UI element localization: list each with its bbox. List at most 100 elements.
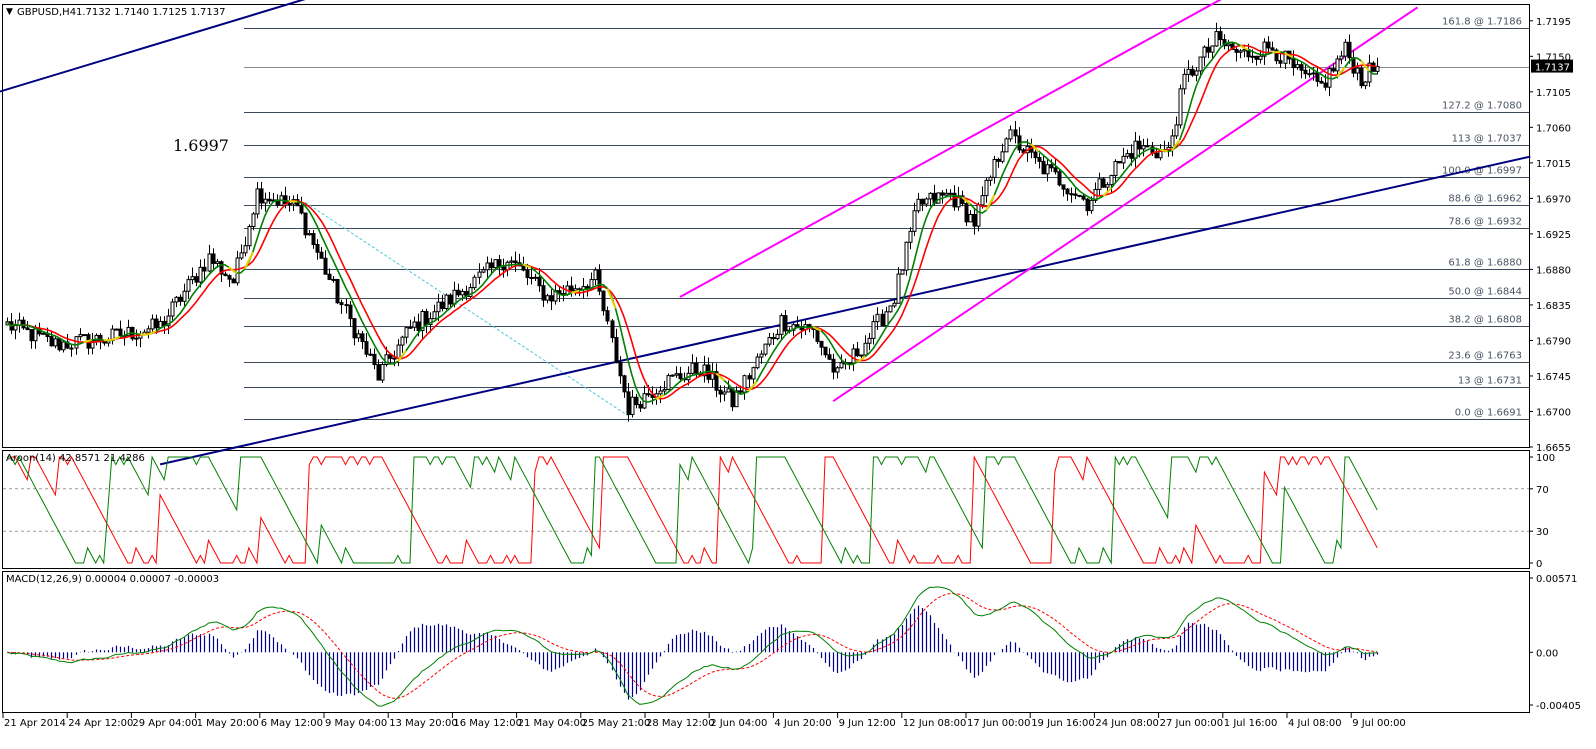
candle xyxy=(401,336,404,353)
bull-candle xyxy=(494,260,497,268)
bull-candle xyxy=(208,254,211,271)
candle xyxy=(147,325,150,338)
candle xyxy=(502,259,505,278)
bull-candle xyxy=(79,335,82,337)
bull-candle xyxy=(760,354,763,357)
candle xyxy=(1227,40,1230,51)
bear-candle xyxy=(606,311,609,321)
bull-candle xyxy=(534,277,537,278)
bear-candle xyxy=(1324,83,1327,87)
candle xyxy=(1207,38,1210,58)
price-tick-label: 1.6790 xyxy=(1536,336,1571,347)
bear-candle xyxy=(284,196,287,204)
bear-candle xyxy=(228,276,231,280)
bear-candle xyxy=(328,274,331,279)
bear-candle xyxy=(1058,172,1061,185)
price-tick-label: 1.7060 xyxy=(1536,123,1571,134)
candle xyxy=(611,319,614,343)
candle xyxy=(1255,56,1258,66)
price-tick-label: 1.6880 xyxy=(1536,265,1571,276)
candle xyxy=(449,293,452,307)
bear-candle xyxy=(1082,196,1085,199)
price-annotation[interactable]: 1.6997 xyxy=(173,136,229,155)
candlesticks xyxy=(6,23,1379,422)
bull-candle xyxy=(1259,56,1262,59)
candle xyxy=(1070,187,1073,202)
bull-candle xyxy=(409,327,412,328)
bear-candle xyxy=(1255,56,1258,59)
bull-candle xyxy=(929,193,932,199)
time-tick-label: 28 May 12:00 xyxy=(646,718,715,729)
bull-candle xyxy=(175,297,178,302)
bull-candle xyxy=(1126,154,1129,157)
candle xyxy=(764,344,767,356)
candle xyxy=(602,290,605,315)
bear-candle xyxy=(530,278,533,279)
candle xyxy=(336,279,339,304)
bear-candle xyxy=(441,302,444,308)
candle xyxy=(691,354,694,375)
bear-candle xyxy=(973,214,976,226)
bear-candle xyxy=(1304,70,1307,73)
bull-candle xyxy=(989,177,992,180)
bull-candle xyxy=(981,196,984,205)
time-tick-label: 21 Apr 2014 xyxy=(4,718,66,729)
bull-candle xyxy=(893,303,896,306)
candle xyxy=(856,342,859,357)
price-pane[interactable] xyxy=(3,5,1530,448)
bull-candle xyxy=(889,306,892,312)
bear-candle xyxy=(268,199,271,201)
bull-candle xyxy=(1203,47,1206,57)
candle xyxy=(232,278,235,283)
bull-candle xyxy=(1009,130,1012,139)
bull-candle xyxy=(478,272,481,277)
bear-candle xyxy=(635,397,638,404)
bull-candle xyxy=(663,389,666,391)
candle xyxy=(872,315,875,344)
bull-candle xyxy=(993,159,996,177)
candle xyxy=(1014,121,1017,143)
macd-title: MACD(12,26,9) 0.00004 0.00007 -0.00003 xyxy=(6,574,219,585)
candle xyxy=(381,361,384,383)
candle xyxy=(1288,51,1291,64)
fib-level-label: 88.6 @ 1.6962 xyxy=(1448,194,1522,205)
candle xyxy=(864,335,867,356)
channel-upper[interactable] xyxy=(680,0,1252,297)
bear-candle xyxy=(155,319,158,328)
bull-candle xyxy=(659,391,662,394)
candle xyxy=(445,294,448,310)
candle xyxy=(707,357,710,383)
candle xyxy=(195,273,198,286)
candle xyxy=(1275,48,1278,64)
bull-candle xyxy=(401,337,404,345)
candle xyxy=(1046,159,1049,181)
candle xyxy=(252,212,255,230)
bear-candle xyxy=(538,277,541,285)
bear-candle xyxy=(695,363,698,373)
bull-candle xyxy=(1376,67,1379,72)
bull-candle xyxy=(776,334,779,338)
candle xyxy=(889,306,892,313)
chart-expand-icon[interactable]: ▼ xyxy=(6,7,13,17)
candle xyxy=(1279,53,1282,68)
candle xyxy=(280,192,283,206)
candle xyxy=(1187,60,1190,82)
aroon-pane[interactable] xyxy=(3,451,1530,569)
bear-candle xyxy=(824,347,827,355)
bear-candle xyxy=(820,341,823,347)
candle xyxy=(482,267,485,274)
candle xyxy=(623,375,626,398)
candle xyxy=(1364,81,1367,89)
bear-candle xyxy=(1138,141,1141,149)
candle xyxy=(22,317,25,330)
candle xyxy=(530,269,533,284)
candle xyxy=(151,314,154,333)
candle xyxy=(1179,84,1182,128)
bear-candle xyxy=(1207,47,1210,52)
bear-candle xyxy=(58,339,61,350)
bull-candle xyxy=(1239,51,1242,52)
bull-candle xyxy=(1175,125,1178,136)
bear-candle xyxy=(203,267,206,271)
candle xyxy=(111,325,114,344)
